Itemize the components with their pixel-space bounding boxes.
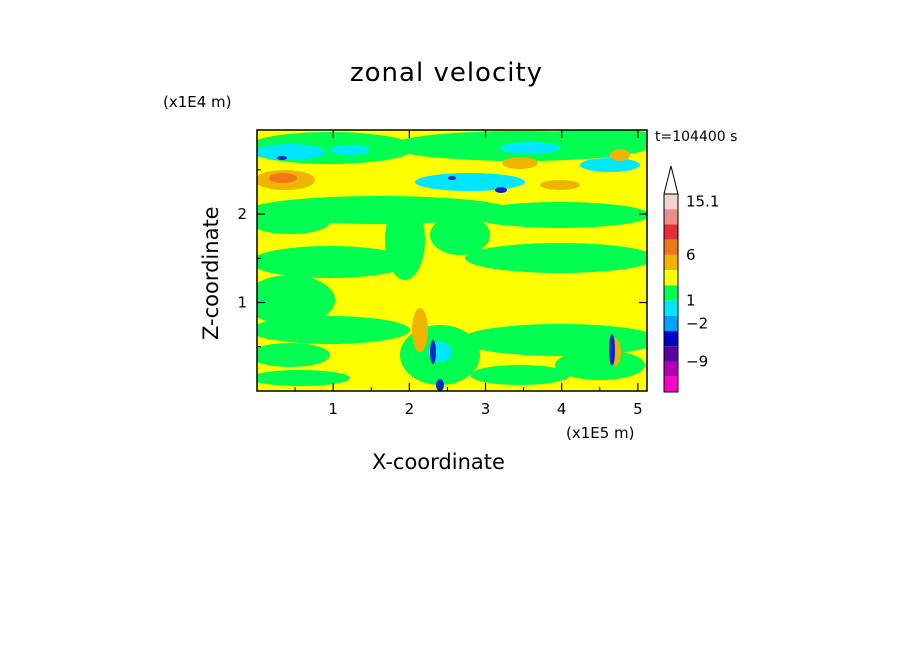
contour-region-27 bbox=[412, 308, 428, 352]
x-tick-label-3: 4 bbox=[557, 400, 567, 418]
time-label: t=104400 s bbox=[655, 129, 738, 145]
contour-region-32 bbox=[277, 156, 287, 160]
colorbar-label-3: −2 bbox=[686, 314, 708, 332]
colorbar-label-0: 15.1 bbox=[686, 193, 719, 211]
y-axis-unit: (x1E4 m) bbox=[163, 93, 232, 111]
x-tick-label-2: 3 bbox=[481, 400, 491, 418]
contour-region-4 bbox=[470, 202, 647, 228]
colorbar-segment-5 bbox=[664, 270, 678, 286]
contour-region-2 bbox=[540, 130, 647, 152]
colorbar-segment-0 bbox=[664, 194, 678, 210]
colorbar-segment-7 bbox=[664, 300, 678, 316]
x-tick-label-1: 2 bbox=[405, 400, 415, 418]
x-tick-label-0: 1 bbox=[328, 400, 338, 418]
contour-region-14 bbox=[257, 370, 350, 386]
contour-region-18 bbox=[257, 144, 325, 160]
contour-region-33 bbox=[448, 176, 456, 180]
colorbar-segment-10 bbox=[664, 346, 678, 362]
contour-region-8 bbox=[257, 275, 335, 325]
contour-region-11 bbox=[257, 343, 330, 367]
colorbar-segment-11 bbox=[664, 361, 678, 377]
contour-region-30 bbox=[269, 173, 297, 183]
colorbar-label-2: 1 bbox=[686, 292, 696, 310]
colorbar-segment-6 bbox=[664, 285, 678, 301]
contour-region-13 bbox=[555, 350, 645, 380]
x-tick-label-4: 5 bbox=[633, 400, 643, 418]
y-tick-label-1: 2 bbox=[237, 205, 247, 223]
contour-region-15 bbox=[430, 215, 490, 255]
x-axis-label: X-coordinate bbox=[372, 450, 505, 474]
chart-title: zonal velocity bbox=[350, 58, 544, 88]
contour-region-35 bbox=[609, 334, 615, 366]
contour-region-17 bbox=[470, 365, 570, 385]
contour-region-5 bbox=[257, 210, 330, 234]
colorbar-segment-9 bbox=[664, 331, 678, 347]
contour-region-16 bbox=[385, 200, 425, 280]
colorbar-segment-2 bbox=[664, 224, 678, 240]
colorbar-segment-4 bbox=[664, 254, 678, 271]
contour-region-10 bbox=[460, 324, 647, 356]
colorbar-label-1: 6 bbox=[686, 246, 696, 264]
colorbar-segment-8 bbox=[664, 315, 678, 332]
contour-region-19 bbox=[415, 173, 525, 191]
contour-region-34 bbox=[430, 340, 436, 364]
x-ticks: 1 2 3 4 5 bbox=[294, 130, 643, 418]
colorbar-frame bbox=[663, 193, 679, 393]
contour-region-9 bbox=[257, 316, 410, 344]
colorbar-label-4: −9 bbox=[686, 353, 708, 371]
contour-field bbox=[257, 130, 647, 391]
contour-region-22 bbox=[330, 145, 370, 155]
contour-region-7 bbox=[465, 243, 647, 273]
contour-region-36 bbox=[436, 379, 444, 391]
contour-region-29 bbox=[540, 180, 580, 190]
y-tick-label-0: 1 bbox=[237, 294, 247, 312]
y-ticks: 12 bbox=[237, 169, 647, 348]
contour-region-26 bbox=[610, 149, 630, 161]
plot-frame bbox=[256, 129, 648, 392]
colorbar-arrow bbox=[663, 165, 679, 195]
contour-region-6 bbox=[257, 246, 410, 278]
contour-region-20 bbox=[580, 158, 640, 172]
colorbar-segment-12 bbox=[664, 376, 678, 392]
colorbar-segment-3 bbox=[664, 239, 678, 255]
colorbar: 15.1 6 1 −2 −9 bbox=[663, 165, 719, 393]
contour-region-25 bbox=[502, 157, 538, 169]
x-axis-unit: (x1E5 m) bbox=[566, 424, 635, 442]
contour-region-31 bbox=[495, 187, 507, 193]
colorbar-segment-1 bbox=[664, 209, 678, 225]
contour-region-21 bbox=[500, 142, 560, 154]
